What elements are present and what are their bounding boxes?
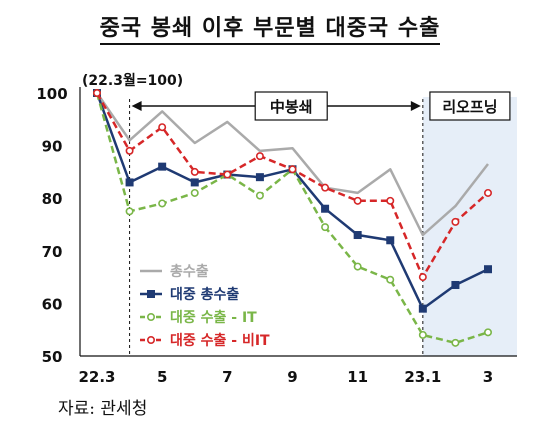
series-point-3 <box>386 196 395 205</box>
series-point-3 <box>288 165 297 174</box>
series-point-3 <box>321 183 330 192</box>
series-point-1 <box>190 178 199 187</box>
legend-swatch-marker <box>147 312 156 321</box>
series-point-3 <box>223 170 232 179</box>
x-tick-label: 3 <box>483 368 493 386</box>
y-tick-label: 50 <box>42 348 63 366</box>
series-point-2 <box>158 199 167 208</box>
series-point-3 <box>483 188 492 197</box>
x-tick-label: 9 <box>287 368 297 386</box>
x-tick-label: 11 <box>347 368 368 386</box>
y-tick-label: 100 <box>36 85 67 103</box>
series-point-1 <box>353 231 362 240</box>
series-point-2 <box>386 275 395 284</box>
source-note: 자료: 관세청 <box>58 399 148 419</box>
lockdown-label: 中봉쇄 <box>270 98 313 116</box>
x-tick-label: 23.1 <box>404 368 441 386</box>
series-point-1 <box>321 204 330 213</box>
series-point-2 <box>483 328 492 337</box>
series-point-3 <box>451 217 460 226</box>
reopening-shade <box>422 97 517 356</box>
lockdown-arrow-left-head <box>131 101 142 111</box>
legend-swatch-marker <box>147 335 156 344</box>
x-tick-label: 5 <box>157 368 167 386</box>
legend-label: 대중 수출 - IT <box>170 309 257 326</box>
series-point-1 <box>158 162 167 171</box>
legend-label: 대중 총수출 <box>170 286 239 303</box>
series-point-1 <box>484 265 492 274</box>
series-point-2 <box>321 223 330 232</box>
series-point-2 <box>451 338 460 347</box>
series-line-0 <box>95 92 489 237</box>
legend-label: 총수출 <box>170 263 209 280</box>
series-point-1 <box>418 304 427 313</box>
lockdown-label-box <box>254 91 328 121</box>
series-point-3 <box>190 167 199 176</box>
unit-label: (22.3월=100) <box>82 73 184 89</box>
legend-label: 대중 수출 - 비IT <box>170 332 270 349</box>
series-point-3 <box>255 152 264 161</box>
series-point-2 <box>125 207 134 216</box>
y-tick-label: 90 <box>42 138 63 156</box>
series-point-3 <box>125 146 134 155</box>
y-tick-label: 60 <box>42 295 63 313</box>
legend-swatch-marker <box>147 290 155 298</box>
series-point-3 <box>158 123 167 132</box>
series-point-3 <box>93 89 102 98</box>
x-tick-label: 22.3 <box>78 368 115 386</box>
series-point-3 <box>353 196 362 205</box>
reopening-label-box <box>429 91 511 121</box>
x-tick-label: 7 <box>222 368 232 386</box>
lockdown-arrow-right-head <box>410 101 421 111</box>
chart-title: 중국 봉쇄 이후 부문별 대중국 수출 <box>0 10 540 45</box>
series-point-1 <box>125 178 134 187</box>
series-point-1 <box>386 236 395 245</box>
y-tick-label: 80 <box>42 190 63 208</box>
reopening-label: 리오프닝 <box>442 98 497 116</box>
series-point-3 <box>418 273 427 282</box>
series-point-2 <box>190 188 199 197</box>
series-point-2 <box>353 262 362 271</box>
series-point-2 <box>418 330 427 339</box>
y-tick-label: 70 <box>42 243 63 261</box>
series-point-2 <box>255 191 264 200</box>
series-point-1 <box>255 173 264 182</box>
chart-title-text: 중국 봉쇄 이후 부문별 대중국 수출 <box>99 16 441 45</box>
series-point-1 <box>451 280 460 289</box>
